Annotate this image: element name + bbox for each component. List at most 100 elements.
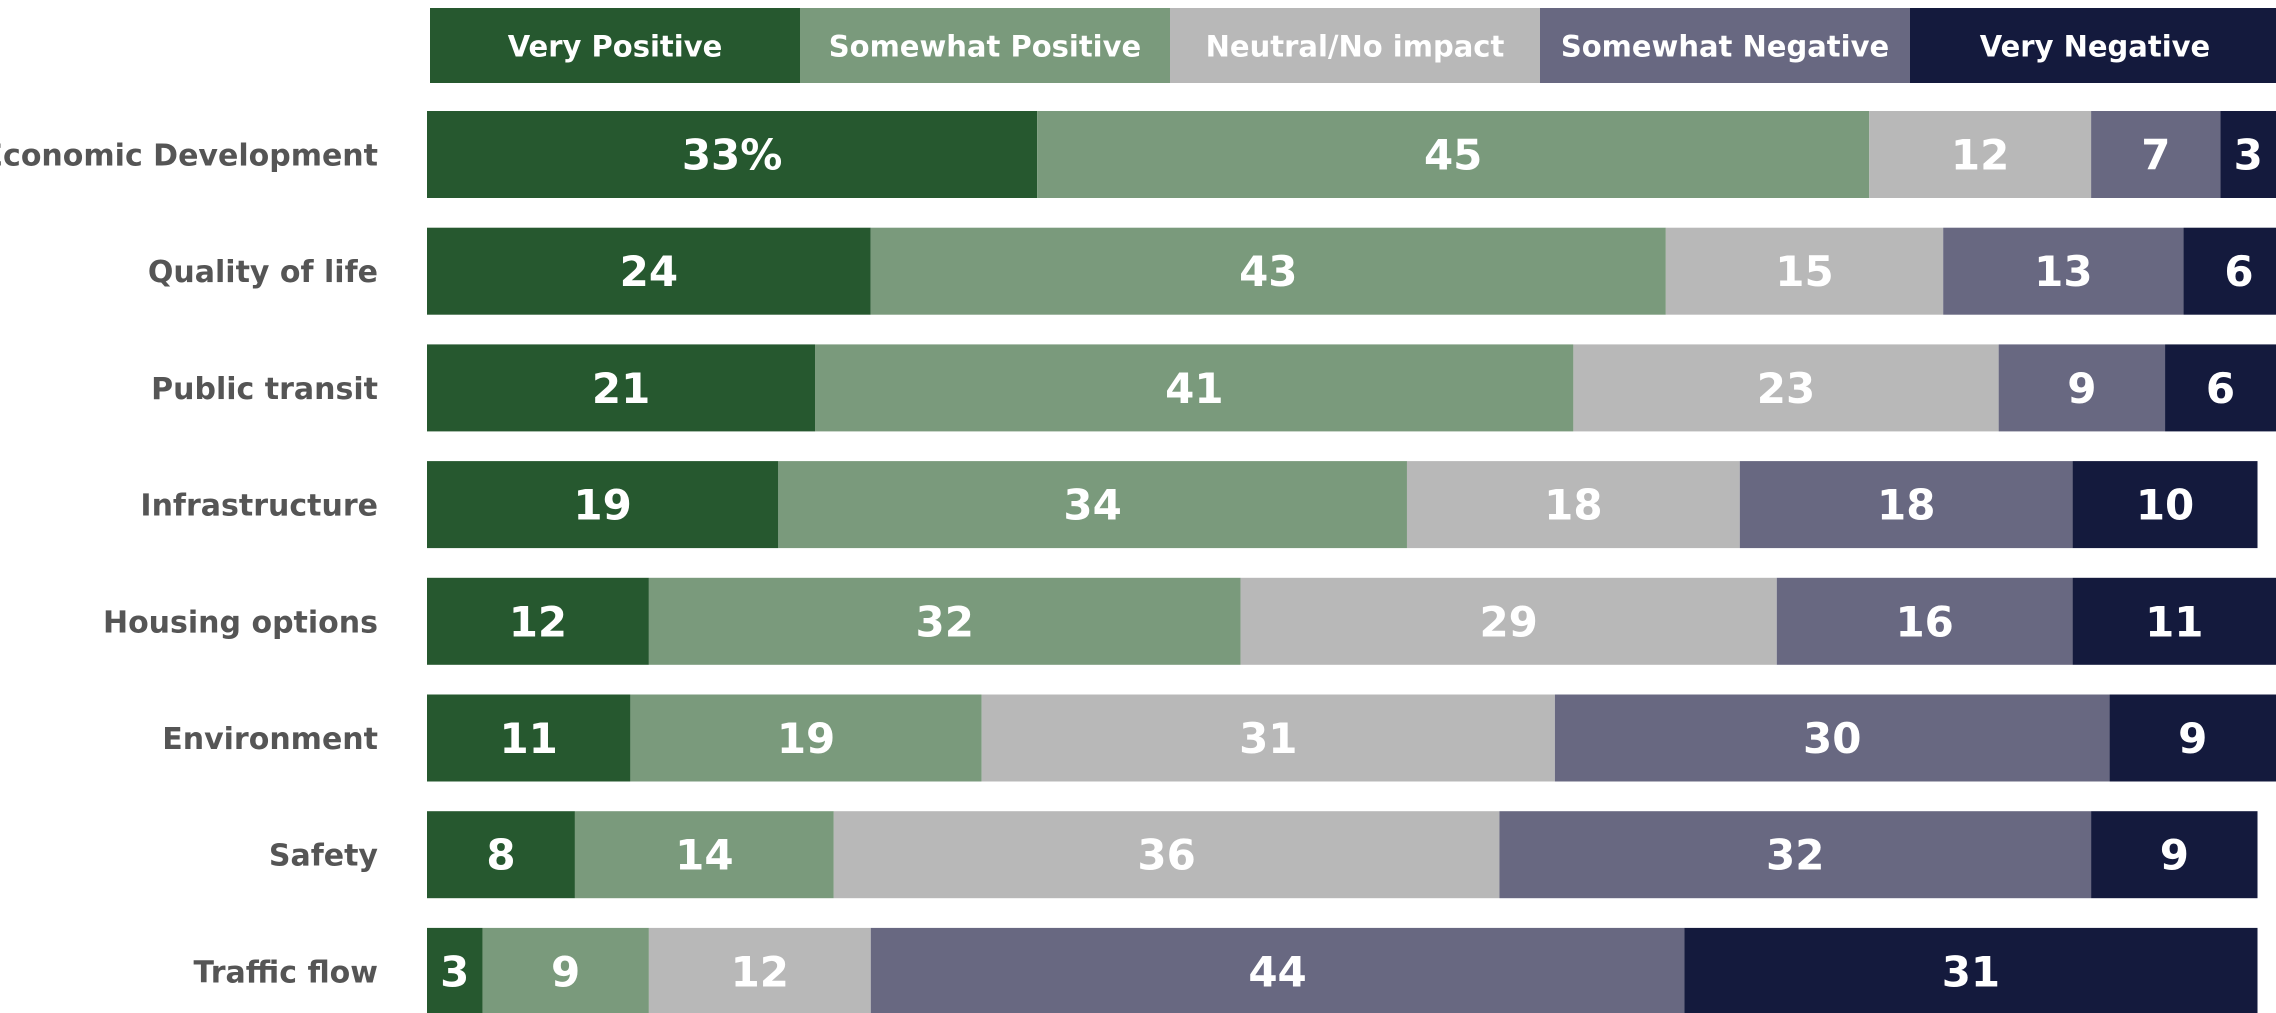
category-label: Safety bbox=[269, 839, 379, 874]
bar-segment bbox=[427, 111, 1038, 198]
data-label: 16 bbox=[1895, 597, 1953, 646]
data-label: 11 bbox=[2145, 597, 2203, 646]
bar-segment bbox=[1943, 227, 2184, 315]
data-label: 8 bbox=[486, 831, 515, 880]
data-label: 12 bbox=[1951, 131, 2009, 180]
bar-segment bbox=[427, 927, 483, 1013]
category-labels: Economic Development Quality of life Publi… bbox=[0, 139, 378, 991]
data-label: 6 bbox=[2224, 247, 2253, 296]
bar-segment bbox=[870, 227, 1666, 315]
data-label: 11 bbox=[499, 714, 557, 763]
bar-segment bbox=[1776, 577, 2073, 665]
bar-segment bbox=[1240, 577, 1777, 665]
data-label: 32 bbox=[915, 597, 973, 646]
data-label: 13 bbox=[2034, 247, 2092, 296]
legend-swatch-5 bbox=[1910, 8, 2276, 83]
bar-segment bbox=[648, 577, 1241, 665]
data-label: 14 bbox=[675, 831, 733, 880]
data-label: 19 bbox=[777, 714, 835, 763]
bar-segment bbox=[1869, 111, 2092, 198]
data-label: 29 bbox=[1479, 597, 1537, 646]
data-label: 9 bbox=[2178, 714, 2207, 763]
data-label: 6 bbox=[2206, 364, 2235, 413]
data-label: 10 bbox=[2136, 481, 2194, 530]
legend-swatch-2 bbox=[800, 8, 1170, 83]
bar-segment bbox=[1998, 344, 2166, 432]
bar-segment bbox=[2091, 811, 2258, 899]
legend-label-5: Very Negative bbox=[1980, 30, 2210, 64]
bar-segment bbox=[427, 694, 631, 782]
data-label: 3 bbox=[440, 947, 469, 996]
data-label: 41 bbox=[1165, 364, 1223, 413]
data-label: 12 bbox=[731, 947, 789, 996]
legend-swatch-4 bbox=[1540, 8, 1910, 83]
bar-segment bbox=[427, 461, 779, 549]
bar-segment bbox=[1499, 811, 2092, 899]
bar-segment bbox=[427, 577, 649, 665]
data-label: 7 bbox=[2141, 131, 2170, 180]
data-label: 19 bbox=[573, 481, 631, 530]
data-label: 45 bbox=[1424, 131, 1482, 180]
bar-segment bbox=[2183, 227, 2276, 315]
bar-segment bbox=[833, 811, 1500, 899]
bar-segment bbox=[427, 344, 816, 432]
data-label: 43 bbox=[1239, 247, 1297, 296]
data-label: 23 bbox=[1757, 364, 1815, 413]
legend-label-2: Somewhat Positive bbox=[829, 30, 1141, 64]
data-label: 34 bbox=[1063, 481, 1121, 530]
bar-segment bbox=[2091, 111, 2221, 198]
data-label: 9 bbox=[2160, 831, 2189, 880]
category-label: Quality of life bbox=[148, 255, 378, 290]
bar-segment bbox=[630, 694, 982, 782]
data-label: 44 bbox=[1248, 947, 1306, 996]
legend-label-3: Neutral/No impact bbox=[1206, 30, 1505, 64]
bar-segment bbox=[2109, 694, 2276, 782]
bar-segment bbox=[981, 694, 1555, 782]
legend-label-4: Somewhat Negative bbox=[1561, 30, 1889, 64]
data-label: 31 bbox=[1942, 947, 2000, 996]
data-label: 18 bbox=[1877, 481, 1935, 530]
data-label: 30 bbox=[1803, 714, 1861, 763]
bar-segment bbox=[1684, 927, 2258, 1013]
data-label: 15 bbox=[1775, 247, 1833, 296]
bar-segment bbox=[1665, 227, 1944, 315]
legend-swatch-3 bbox=[1170, 8, 1540, 83]
bar-segment bbox=[1037, 111, 1870, 198]
category-label: Economic Development bbox=[0, 139, 378, 174]
bar-segment bbox=[815, 344, 1574, 432]
category-label: Traffic flow bbox=[194, 955, 378, 990]
bar-segment bbox=[1554, 694, 2110, 782]
bar-segment bbox=[574, 811, 834, 899]
data-label: 24 bbox=[620, 247, 678, 296]
bar-segment bbox=[482, 927, 649, 1013]
legend: Very Positive Somewhat Positive Neutral/No… bbox=[430, 8, 2276, 83]
bar-segment bbox=[2165, 344, 2276, 432]
bar-segment bbox=[1573, 344, 1999, 432]
data-label: 3 bbox=[2234, 131, 2263, 180]
data-label: 36 bbox=[1137, 831, 1195, 880]
bar-segment bbox=[778, 461, 1407, 549]
category-label: Environment bbox=[162, 722, 378, 757]
bar-segment bbox=[427, 227, 871, 315]
data-label: 9 bbox=[2067, 364, 2096, 413]
bar-segment bbox=[870, 927, 1685, 1013]
bar-segment bbox=[2220, 111, 2276, 198]
category-label: Housing options bbox=[103, 605, 378, 640]
data-label: 18 bbox=[1544, 481, 1602, 530]
data-label: 12 bbox=[509, 597, 567, 646]
bar-segment bbox=[2072, 461, 2258, 549]
data-label: 9 bbox=[551, 947, 580, 996]
data-label: 33% bbox=[682, 131, 783, 180]
category-label: Infrastructure bbox=[140, 489, 378, 524]
data-label: 21 bbox=[592, 364, 650, 413]
bar-segment bbox=[427, 811, 575, 899]
bar-segment bbox=[1406, 461, 1740, 549]
bar-segment bbox=[2072, 577, 2276, 665]
legend-label-1: Very Positive bbox=[508, 30, 723, 64]
bar-segment bbox=[648, 927, 871, 1013]
bar-segment bbox=[1739, 461, 2073, 549]
legend-swatch-1 bbox=[430, 8, 800, 83]
data-label: 31 bbox=[1239, 714, 1297, 763]
